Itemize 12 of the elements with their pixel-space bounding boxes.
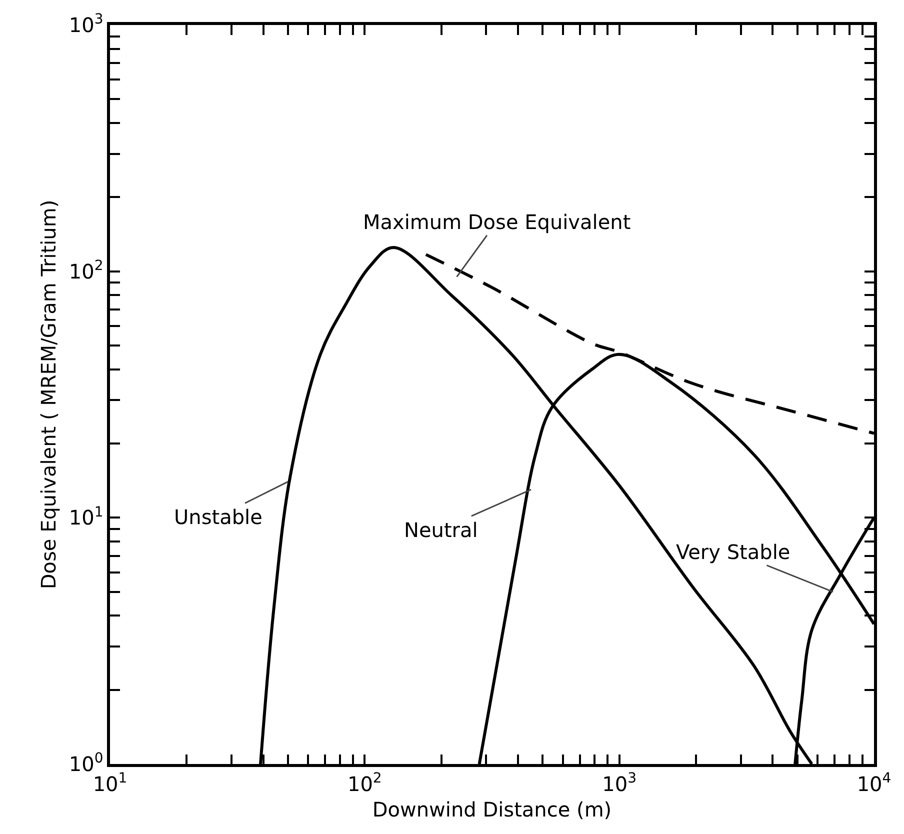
annotation: Unstable [174, 505, 262, 529]
x-tick-label: 10$^{2}$ [347, 770, 382, 796]
x-axis-title: Downwind Distance (m) [372, 797, 612, 822]
annotation: Very Stable [676, 540, 790, 564]
y-tick-label: 10$^{1}$ [68, 504, 104, 530]
x-tick-label: 10$^{3}$ [602, 770, 637, 796]
y-axis-title: Dose Equivalent ( MREM/Gram Tritium) [36, 200, 60, 590]
annotation: Maximum Dose Equivalent [363, 210, 631, 234]
x-tick-label: 10$^{4}$ [856, 770, 892, 796]
y-tick-label: 10$^{2}$ [68, 258, 104, 284]
y-tick-label: 10$^{3}$ [68, 12, 104, 37]
annotation: Neutral [404, 518, 478, 542]
